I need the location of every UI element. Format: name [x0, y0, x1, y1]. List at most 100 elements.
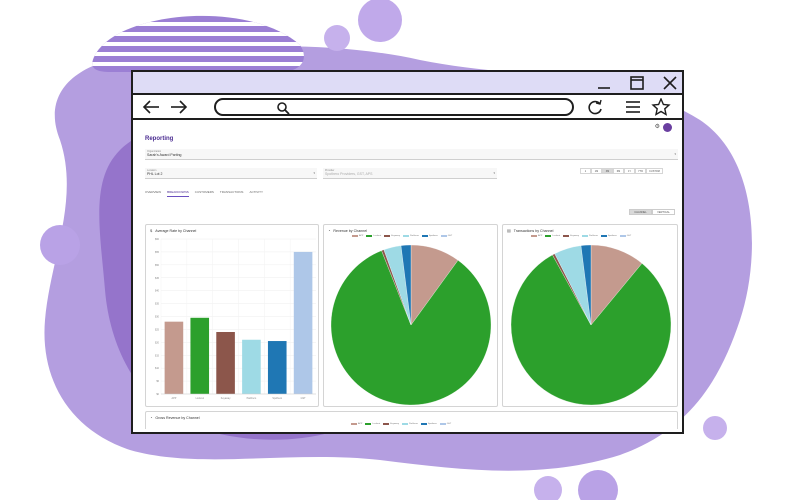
legend-item[interactable]: Spothero	[420, 423, 437, 425]
legend-label: Keyaway	[390, 423, 399, 425]
chart-title: Gross Revenue by Channel	[155, 415, 200, 420]
close-icon[interactable]	[662, 75, 678, 91]
chart-title: Average Rate by Channel	[155, 228, 197, 233]
legend-item[interactable]: APP	[351, 423, 362, 425]
legend-swatch	[545, 235, 552, 237]
legend-swatch	[402, 235, 409, 237]
browser-window: ⚙ Reporting Organization Sarah's Award P…	[131, 70, 684, 434]
y-tick-label: $55	[155, 251, 160, 254]
legend-item[interactable]: Lockout	[365, 423, 380, 425]
bar[interactable]	[293, 251, 313, 394]
date-range-group: 1 1M 3M 6M 1Y YTD CUSTOM	[580, 168, 663, 174]
transactions-card: ▤ Transactions by Channel APP Lockout Keya…	[502, 224, 678, 407]
location-select[interactable]: Location PHL Lot 2 ▾	[145, 168, 317, 179]
star-icon[interactable]	[651, 98, 671, 116]
legend-item[interactable]: Keyaway	[384, 235, 400, 237]
pie-chart-icon: ◔	[328, 228, 331, 233]
legend-label: Lockout	[373, 235, 382, 237]
range-ytd[interactable]: YTD	[635, 168, 646, 174]
legend-item[interactable]: GST	[439, 423, 451, 425]
legend-item[interactable]: Parkhero	[581, 235, 598, 237]
provider-select[interactable]: Provider Spothero Providers, GST, APS ▾	[323, 168, 497, 179]
y-tick-label: $60	[155, 238, 160, 241]
tab-breakdowns[interactable]: BREAKDOWNS	[167, 190, 189, 197]
forward-arrow-icon[interactable]	[169, 98, 189, 116]
legend-item[interactable]: Lockout	[366, 235, 381, 237]
tab-transactions[interactable]: TRANSACTIONS	[219, 190, 244, 194]
legend-label: Spothero	[427, 423, 437, 425]
search-icon	[277, 102, 290, 115]
bar[interactable]	[216, 332, 235, 394]
x-tick-label: Spothero	[272, 397, 282, 400]
tab-activity[interactable]: ACTIVITY	[249, 190, 263, 194]
tab-bar: OVERVIEW BREAKDOWNS CUSTOMERS TRANSACTIO…	[145, 190, 263, 197]
bar[interactable]	[164, 321, 184, 394]
average-rate-chart: $0 $5 $10 $15 $20 $25 $30 $35 $40 $45 $50 $55 $60 APP…	[155, 238, 316, 400]
title-bar	[133, 72, 682, 95]
legend-item[interactable]: APP	[352, 235, 363, 237]
x-tick-label: Keyaway	[221, 397, 232, 400]
legend-item[interactable]: Parkhero	[402, 235, 419, 237]
y-tick-label: $20	[155, 341, 160, 344]
legend-label: Parkhero	[408, 423, 418, 425]
legend-swatch	[401, 423, 408, 425]
legend-item[interactable]: Keyaway	[383, 423, 399, 425]
vertical-toggle[interactable]: VERTICAL	[652, 209, 675, 215]
range-6m[interactable]: 6M	[613, 168, 624, 174]
organization-select[interactable]: Organization Sarah's Award Parting ▾	[145, 149, 678, 160]
legend-item[interactable]: GST	[440, 235, 453, 237]
gross-revenue-card: ◔ Gross Revenue by Channel APP Lockout Key…	[145, 411, 678, 429]
pie-slice[interactable]	[510, 254, 672, 406]
legend-label: APP	[358, 423, 363, 425]
location-value: PHL Lot 2	[147, 172, 163, 176]
legend-item[interactable]: Keyaway	[563, 235, 579, 237]
legend-item[interactable]: Lockout	[545, 235, 560, 237]
range-1m[interactable]: 1M	[591, 168, 602, 174]
pie-slice[interactable]	[330, 250, 492, 406]
maximize-icon[interactable]	[629, 75, 645, 91]
legend-swatch	[563, 235, 570, 237]
location-label: Location	[147, 169, 157, 172]
legend-swatch	[384, 235, 391, 237]
legend-label: Keyaway	[391, 235, 400, 237]
channel-toggle[interactable]: CHANNEL	[629, 209, 652, 215]
range-custom[interactable]: CUSTOM	[646, 168, 663, 174]
legend-item[interactable]: APP	[531, 235, 542, 237]
back-arrow-icon[interactable]	[141, 98, 161, 116]
range-3m[interactable]: 3M	[602, 168, 613, 174]
tab-customers[interactable]: CUSTOMERS	[194, 190, 214, 194]
legend-item[interactable]: Parkhero	[401, 423, 418, 425]
menu-icon[interactable]	[623, 98, 643, 116]
organization-label: Organization	[147, 150, 162, 153]
legend-swatch	[366, 235, 373, 237]
refresh-icon[interactable]	[585, 98, 605, 116]
y-tick-label: $15	[155, 354, 160, 357]
legend-item[interactable]: Spothero	[600, 235, 617, 237]
bar[interactable]	[267, 341, 287, 394]
gross-revenue-title: ◔ Gross Revenue by Channel	[150, 415, 200, 420]
app-top-strip: ⚙	[139, 123, 678, 132]
legend-item[interactable]: Spothero	[421, 235, 438, 237]
gross-revenue-legend: APP Lockout Keyaway Parkhero Spothero GST	[351, 423, 451, 425]
legend-swatch	[420, 423, 427, 425]
bar[interactable]	[190, 317, 210, 394]
pie-slice[interactable]	[400, 244, 412, 326]
legend-item[interactable]: GST	[619, 235, 632, 237]
bar[interactable]	[242, 339, 261, 394]
receipt-icon: ▤	[507, 228, 511, 233]
range-1[interactable]: 1	[580, 168, 591, 174]
legend-label: GST	[447, 235, 453, 237]
y-tick-label: $25	[155, 328, 160, 331]
address-bar[interactable]	[214, 98, 574, 116]
x-tick-label: APP	[172, 397, 177, 400]
average-rate-title: $ Average Rate by Channel	[150, 228, 196, 233]
avatar[interactable]	[663, 123, 672, 132]
settings-icon[interactable]: ⚙	[654, 124, 660, 130]
legend-label: GST	[626, 235, 632, 237]
pie-slice[interactable]	[580, 244, 592, 326]
x-tick-label: Lockout	[196, 397, 205, 400]
tab-overview[interactable]: OVERVIEW	[145, 190, 162, 194]
legend-swatch	[600, 235, 607, 237]
minimize-icon[interactable]	[596, 75, 612, 91]
range-1y[interactable]: 1Y	[624, 168, 635, 174]
